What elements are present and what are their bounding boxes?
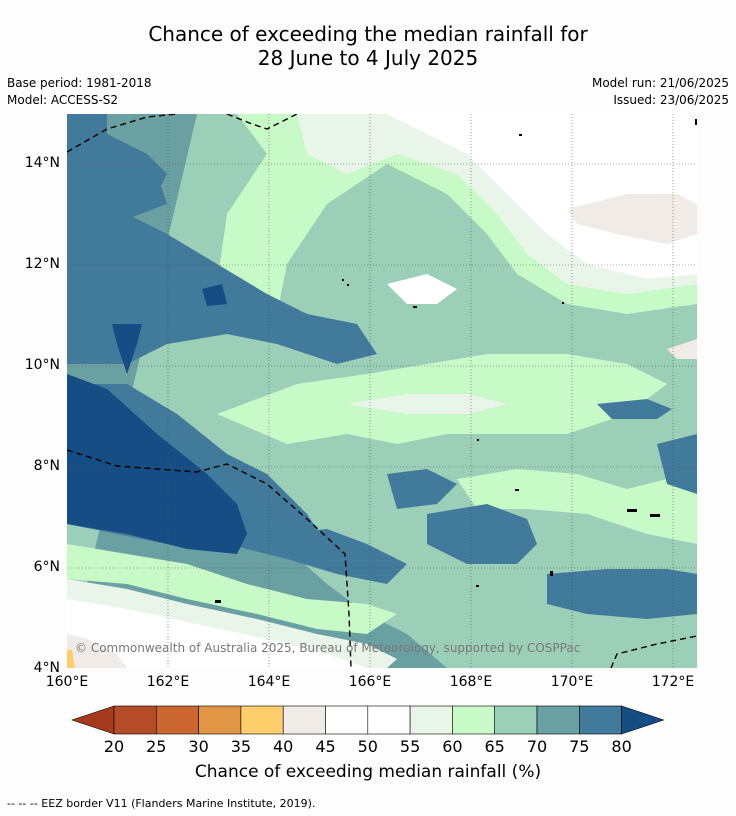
- map-title: Chance of exceeding the median rainfall …: [0, 22, 736, 70]
- eez-note: -- -- -- EEZ border V11 (Flanders Marine…: [7, 797, 316, 810]
- colorbar-tick-55: 55: [399, 737, 421, 756]
- lat-label-14n: 14°N: [24, 155, 60, 171]
- lat-label-12n: 12°N: [24, 256, 60, 272]
- colorbar-tick-35: 35: [230, 737, 252, 756]
- colorbar-tick-70: 70: [526, 737, 548, 756]
- lon-label-172e: 172°E: [651, 674, 695, 690]
- contour-45-55: [67, 114, 697, 668]
- colorbar-cell-75-80: [578, 705, 622, 735]
- lat-label-4n: 4°N: [33, 660, 60, 676]
- title-line-2: 28 June to 4 July 2025: [257, 46, 479, 70]
- colorbar-cell-40-45: [282, 705, 326, 735]
- lat-label-8n: 8°N: [33, 458, 60, 474]
- islands: [215, 119, 697, 603]
- colorbar-cell-50-55: [367, 705, 411, 735]
- colorbar-tick-30: 30: [188, 737, 209, 756]
- colorbar-cell-30-35: [198, 705, 242, 735]
- colorbar-tick-25: 25: [146, 737, 167, 756]
- contour-55-60: [67, 114, 697, 668]
- lon-label-166e: 166°E: [348, 674, 392, 690]
- title-line-1: Chance of exceeding the median rainfall …: [148, 22, 588, 46]
- colorbar-cell-25-30: [156, 705, 199, 735]
- colorbar-cell-65-70: [494, 705, 538, 735]
- colorbar-title: Chance of exceeding median rainfall (%): [194, 762, 542, 782]
- colorbar-cells: [71, 705, 665, 735]
- colorbar-cell-35-40: [240, 705, 284, 735]
- colorbar: [71, 705, 665, 735]
- lon-label-164e: 164°E: [247, 674, 291, 690]
- lon-label-162e: 162°E: [146, 674, 190, 690]
- issued-date: Issued: 23/06/2025: [613, 93, 729, 107]
- graticule: [67, 114, 697, 668]
- colorbar-arrow-high: [621, 705, 665, 735]
- colorbar-tick-60: 60: [442, 737, 463, 756]
- colorbar-tick-20: 20: [103, 737, 125, 756]
- model-name: Model: ACCESS-S2: [7, 93, 119, 107]
- copyright-notice: © Commonwealth of Australia 2025, Bureau…: [75, 641, 581, 655]
- eez-border: [67, 114, 697, 668]
- colorbar-tick-80: 80: [611, 737, 632, 756]
- colorbar-tick-50: 50: [357, 737, 378, 756]
- colorbar-cell-70-75: [536, 705, 580, 735]
- base-period: Base period: 1981-2018: [7, 76, 152, 90]
- lon-label-170e: 170°E: [550, 674, 594, 690]
- lat-label-6n: 6°N: [33, 559, 60, 575]
- colorbar-cell-55-60: [409, 705, 453, 735]
- colorbar-tick-65: 65: [484, 737, 505, 756]
- colorbar-tick-75: 75: [569, 737, 590, 756]
- colorbar-cell-45-50: [325, 705, 369, 735]
- colorbar-tick-40: 40: [273, 737, 294, 756]
- contour-above-80: [67, 284, 247, 554]
- colorbar-tick-45: 45: [315, 737, 336, 756]
- lat-label-10n: 10°N: [24, 357, 60, 373]
- colorbar-cell-20-25: [113, 705, 157, 735]
- lon-label-168e: 168°E: [449, 674, 493, 690]
- contour-35-40: [67, 650, 75, 668]
- lon-label-160e: 160°E: [45, 674, 89, 690]
- model-run: Model run: 21/06/2025: [591, 76, 729, 90]
- colorbar-cell-60-65: [452, 705, 495, 735]
- rainfall-map: [67, 114, 697, 668]
- colorbar-arrow-low: [71, 705, 115, 735]
